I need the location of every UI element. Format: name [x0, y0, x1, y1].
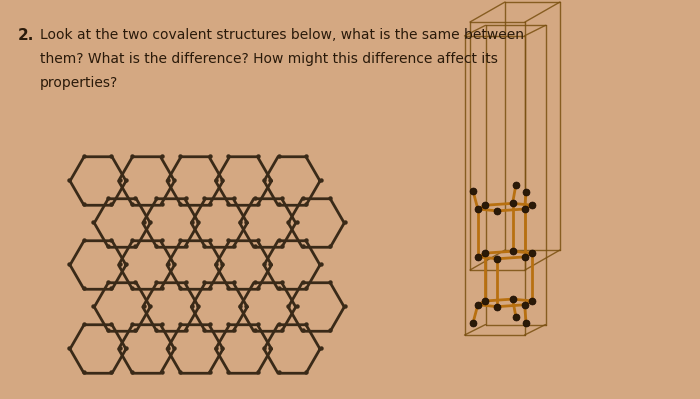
Text: 2.: 2.	[18, 28, 34, 43]
Text: them? What is the difference? How might this difference affect its: them? What is the difference? How might …	[40, 52, 498, 66]
Text: Look at the two covalent structures below, what is the same between: Look at the two covalent structures belo…	[40, 28, 524, 42]
Text: properties?: properties?	[40, 76, 118, 90]
